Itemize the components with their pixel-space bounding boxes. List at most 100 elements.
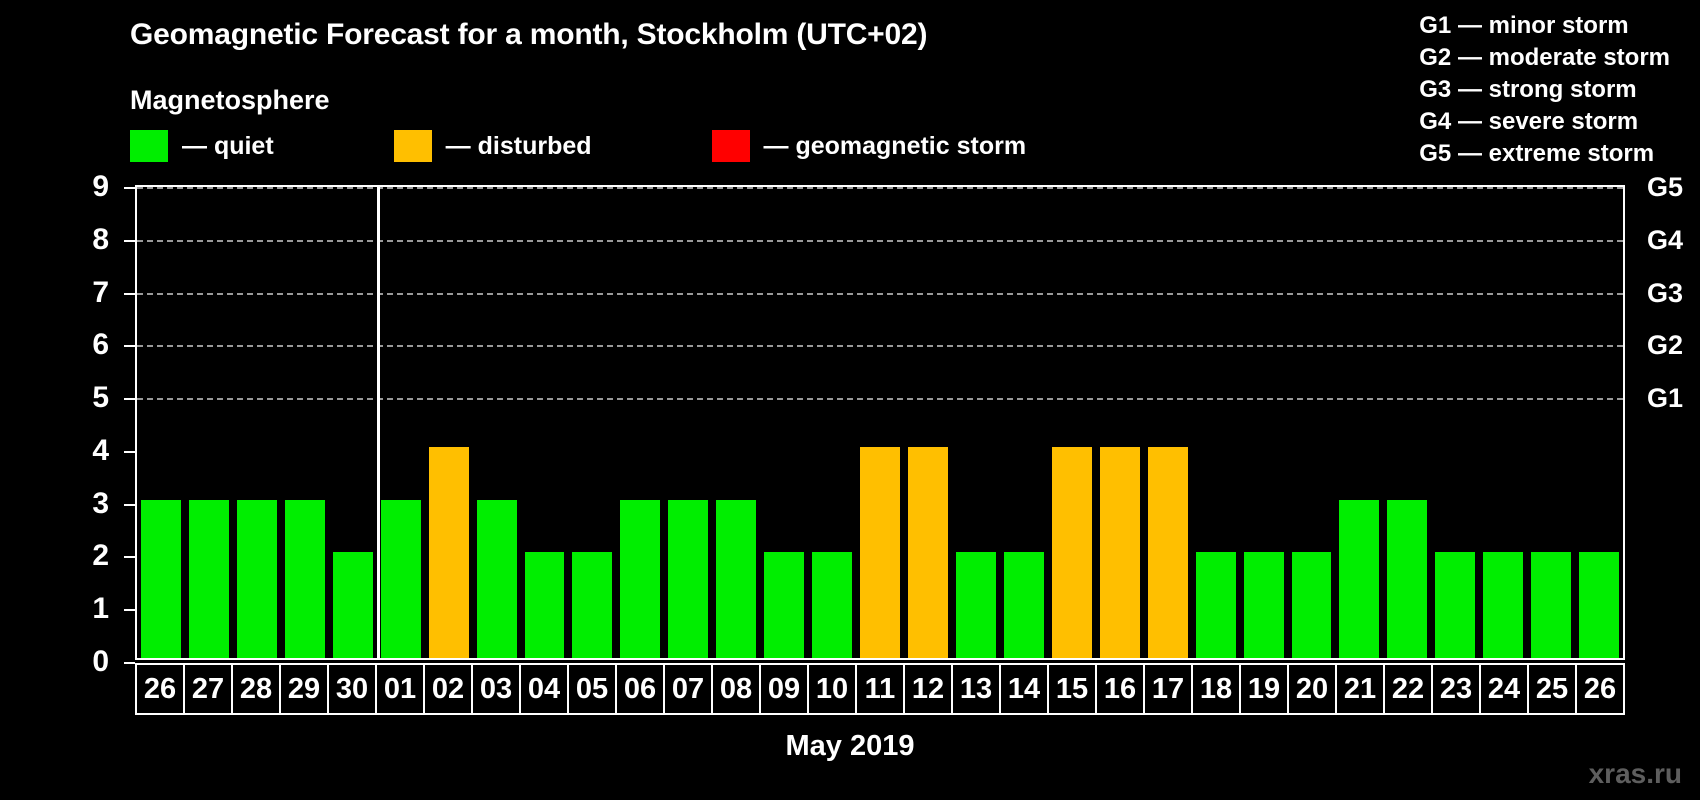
bar[interactable] <box>476 499 517 658</box>
bar[interactable] <box>1147 446 1188 658</box>
x-axis-day-cell[interactable]: 03 <box>473 665 521 713</box>
bar[interactable] <box>1099 446 1140 658</box>
bar[interactable] <box>668 499 709 658</box>
x-axis-day-cell[interactable]: 19 <box>1241 665 1289 713</box>
bar-cell[interactable] <box>233 187 281 658</box>
x-axis-day-cell[interactable]: 07 <box>665 665 713 713</box>
x-axis-day-cell[interactable]: 21 <box>1337 665 1385 713</box>
legend-item-storm: — geomagnetic storm <box>711 130 1027 162</box>
bar-cell[interactable] <box>1000 187 1048 658</box>
x-axis-day-cell[interactable]: 24 <box>1481 665 1529 713</box>
bar-cell[interactable] <box>1048 187 1096 658</box>
y-axis-label: 3 <box>92 486 109 520</box>
bar[interactable] <box>284 499 325 658</box>
y-axis-tick <box>124 187 135 189</box>
bar[interactable] <box>236 499 277 658</box>
bar[interactable] <box>1291 552 1332 658</box>
bar[interactable] <box>1579 552 1620 658</box>
x-axis-day-cell[interactable]: 22 <box>1385 665 1433 713</box>
bar[interactable] <box>1483 552 1524 658</box>
bar[interactable] <box>141 499 181 658</box>
bar-cell[interactable] <box>425 187 473 658</box>
bar[interactable] <box>1387 499 1428 658</box>
bar-cell[interactable] <box>1527 187 1575 658</box>
legend-swatch-storm <box>711 130 750 162</box>
bar[interactable] <box>860 446 900 658</box>
bar[interactable] <box>188 499 229 658</box>
bar-cell[interactable] <box>1240 187 1288 658</box>
bar-cell[interactable] <box>568 187 616 658</box>
bar-cell[interactable] <box>952 187 1000 658</box>
legend-label-storm: — geomagnetic storm <box>763 131 1027 160</box>
x-axis-day-cell[interactable]: 05 <box>569 665 617 713</box>
bar-cell[interactable] <box>1288 187 1336 658</box>
y-axis-label: 6 <box>92 328 109 362</box>
x-axis-day-cell[interactable]: 17 <box>1145 665 1193 713</box>
bar-cell[interactable] <box>1096 187 1144 658</box>
bar[interactable] <box>524 552 565 658</box>
x-axis-day-cell[interactable]: 09 <box>761 665 809 713</box>
x-axis-day-cell[interactable]: 20 <box>1289 665 1337 713</box>
x-axis-day-cell[interactable]: 26 <box>137 665 185 713</box>
x-axis-day-cell[interactable]: 14 <box>1001 665 1049 713</box>
bar-cell[interactable] <box>1383 187 1431 658</box>
bar-cell[interactable] <box>1575 187 1623 658</box>
x-axis-day-cell[interactable]: 10 <box>809 665 857 713</box>
x-axis-day-cell[interactable]: 02 <box>425 665 473 713</box>
bar-cell[interactable] <box>664 187 712 658</box>
bar-cell[interactable] <box>521 187 569 658</box>
bar-cell[interactable] <box>808 187 856 658</box>
bar-cell[interactable] <box>904 187 952 658</box>
bar[interactable] <box>380 499 421 658</box>
bar-cell[interactable] <box>1479 187 1527 658</box>
bar[interactable] <box>1435 552 1476 658</box>
bar[interactable] <box>908 446 948 658</box>
bar[interactable] <box>812 552 853 658</box>
bar-cell[interactable] <box>281 187 329 658</box>
x-axis-day-cell[interactable]: 25 <box>1529 665 1577 713</box>
x-axis-day-cell[interactable]: 08 <box>713 665 761 713</box>
x-axis-day-cell[interactable]: 13 <box>953 665 1001 713</box>
bar[interactable] <box>1531 552 1572 658</box>
bar[interactable] <box>572 552 613 658</box>
x-axis-day-cell[interactable]: 30 <box>329 665 377 713</box>
bar[interactable] <box>716 499 757 658</box>
bar[interactable] <box>1339 499 1380 658</box>
bar[interactable] <box>955 552 996 658</box>
bar[interactable] <box>620 499 661 658</box>
bar-cell[interactable] <box>137 187 185 658</box>
x-axis-day-cell[interactable]: 28 <box>233 665 281 713</box>
bar[interactable] <box>1243 552 1284 658</box>
bar-cell[interactable] <box>185 187 233 658</box>
x-axis-day-cell[interactable]: 12 <box>905 665 953 713</box>
x-axis-day-cell[interactable]: 04 <box>521 665 569 713</box>
x-axis-day-cell[interactable]: 01 <box>377 665 425 713</box>
bar-cell[interactable] <box>329 187 377 658</box>
bar[interactable] <box>1051 446 1092 658</box>
x-axis-day-cell[interactable]: 16 <box>1097 665 1145 713</box>
bar[interactable] <box>1195 552 1236 658</box>
bar-cell[interactable] <box>856 187 904 658</box>
bar-cell[interactable] <box>473 187 521 658</box>
x-axis-title: May 2019 <box>785 730 915 762</box>
x-axis-day-cell[interactable]: 06 <box>617 665 665 713</box>
x-axis-day-cell[interactable]: 27 <box>185 665 233 713</box>
bar[interactable] <box>428 446 469 658</box>
x-axis-day-cell[interactable]: 15 <box>1049 665 1097 713</box>
bar-cell[interactable] <box>1192 187 1240 658</box>
bar-cell[interactable] <box>1144 187 1192 658</box>
bar[interactable] <box>764 552 805 658</box>
x-axis-day-cell[interactable]: 11 <box>857 665 905 713</box>
bar-cell[interactable] <box>712 187 760 658</box>
x-axis-day-cell[interactable]: 18 <box>1193 665 1241 713</box>
bar-cell[interactable] <box>1431 187 1479 658</box>
x-axis-day-cell[interactable]: 29 <box>281 665 329 713</box>
bar-cell[interactable] <box>1335 187 1383 658</box>
bar-cell[interactable] <box>760 187 808 658</box>
bar[interactable] <box>332 552 373 658</box>
bar[interactable] <box>1003 552 1044 658</box>
x-axis-day-cell[interactable]: 23 <box>1433 665 1481 713</box>
bar-cell[interactable] <box>616 187 664 658</box>
bar-cell[interactable] <box>377 187 425 658</box>
x-axis-day-cell[interactable]: 26 <box>1583 672 1617 705</box>
